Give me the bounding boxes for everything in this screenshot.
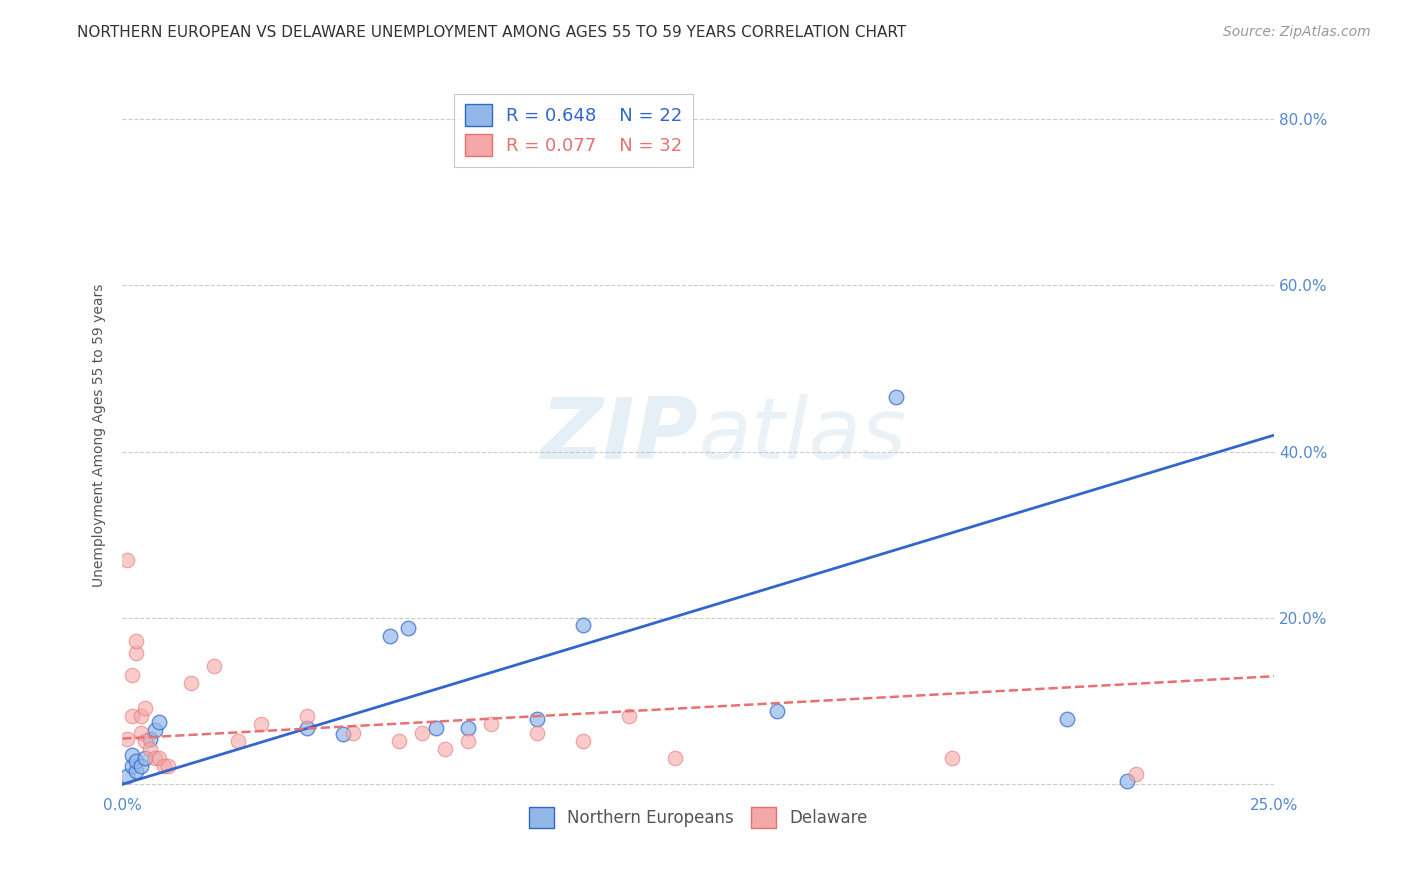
- Point: [125, 764, 148, 778]
- Point: [332, 727, 354, 741]
- Point: [1125, 767, 1147, 781]
- Point: [125, 754, 148, 768]
- Point: [433, 742, 456, 756]
- Point: [765, 704, 787, 718]
- Point: [152, 759, 174, 773]
- Text: NORTHERN EUROPEAN VS DELAWARE UNEMPLOYMENT AMONG AGES 55 TO 59 YEARS CORRELATION: NORTHERN EUROPEAN VS DELAWARE UNEMPLOYME…: [77, 25, 907, 40]
- Point: [572, 734, 595, 748]
- Point: [1115, 774, 1137, 789]
- Point: [148, 714, 170, 729]
- Point: [457, 721, 479, 735]
- Point: [125, 634, 148, 648]
- Point: [125, 646, 148, 660]
- Point: [180, 676, 202, 690]
- Text: ZIP: ZIP: [541, 393, 699, 476]
- Point: [139, 731, 162, 746]
- Point: [121, 748, 143, 763]
- Point: [134, 701, 156, 715]
- Text: atlas: atlas: [699, 393, 907, 476]
- Point: [619, 709, 641, 723]
- Text: Source: ZipAtlas.com: Source: ZipAtlas.com: [1223, 25, 1371, 39]
- Point: [941, 750, 963, 764]
- Y-axis label: Unemployment Among Ages 55 to 59 years: Unemployment Among Ages 55 to 59 years: [93, 284, 107, 587]
- Point: [572, 617, 595, 632]
- Point: [411, 725, 433, 739]
- Point: [526, 713, 548, 727]
- Point: [115, 553, 138, 567]
- Point: [148, 750, 170, 764]
- Point: [139, 742, 162, 756]
- Point: [479, 717, 502, 731]
- Point: [134, 750, 156, 764]
- Point: [1056, 713, 1078, 727]
- Point: [129, 709, 152, 723]
- Point: [886, 390, 908, 404]
- Point: [134, 734, 156, 748]
- Point: [425, 721, 447, 735]
- Point: [295, 721, 318, 735]
- Point: [121, 759, 143, 773]
- Point: [664, 750, 686, 764]
- Point: [249, 717, 271, 731]
- Point: [204, 659, 226, 673]
- Point: [157, 759, 180, 773]
- Point: [121, 667, 143, 681]
- Point: [143, 750, 166, 764]
- Point: [396, 621, 419, 635]
- Point: [457, 734, 479, 748]
- Point: [115, 769, 138, 783]
- Point: [526, 725, 548, 739]
- Point: [388, 734, 411, 748]
- Point: [115, 731, 138, 746]
- Point: [226, 734, 249, 748]
- Point: [129, 725, 152, 739]
- Point: [121, 709, 143, 723]
- Point: [378, 629, 401, 643]
- Point: [295, 709, 318, 723]
- Point: [143, 723, 166, 738]
- Point: [129, 759, 152, 773]
- Point: [342, 725, 364, 739]
- Legend: Northern Europeans, Delaware: Northern Europeans, Delaware: [523, 801, 875, 834]
